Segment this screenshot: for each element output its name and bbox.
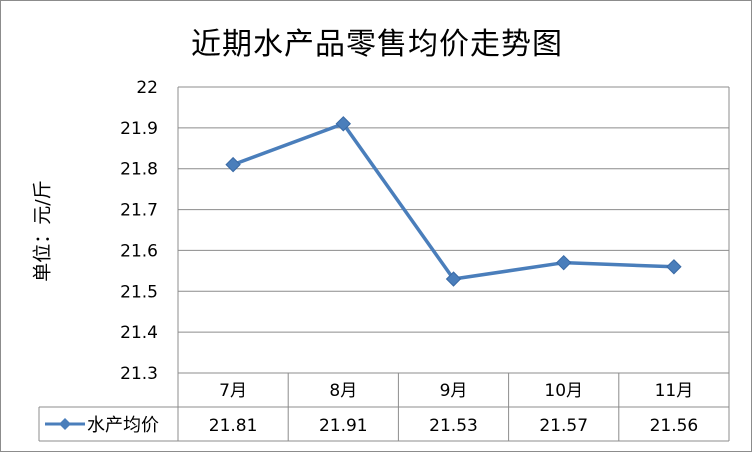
y-tick-label: 21.7 — [120, 201, 158, 221]
data-point-marker — [666, 259, 682, 275]
legend-marker — [59, 418, 71, 430]
data-table-value: 21.53 — [429, 416, 478, 436]
data-table-value: 21.81 — [209, 416, 258, 436]
y-tick-label: 21.4 — [120, 323, 158, 343]
x-tick-label: 10月 — [544, 381, 583, 401]
x-tick-label: 11月 — [655, 381, 694, 401]
data-point-marker — [335, 116, 352, 132]
x-tick-label: 9月 — [440, 381, 468, 401]
y-tick-label: 21.8 — [120, 160, 158, 180]
data-point-marker — [445, 271, 462, 287]
legend-label: 水产均价 — [87, 415, 159, 436]
data-table-value: 21.57 — [539, 416, 588, 436]
y-tick-label: 21.5 — [120, 282, 158, 302]
y-tick-label: 22 — [136, 78, 158, 98]
data-table-value: 21.91 — [319, 416, 368, 436]
x-tick-label: 8月 — [329, 381, 357, 401]
y-tick-label: 21.9 — [120, 119, 158, 139]
series-line — [232, 122, 674, 281]
y-tick-label: 21.3 — [120, 364, 158, 384]
chart-title: 近期水产品零售均价走势图 — [191, 27, 563, 62]
data-point-marker — [225, 156, 241, 173]
data-table-value: 21.56 — [650, 416, 699, 436]
data-point-marker — [555, 254, 572, 271]
x-tick-label: 7月 — [219, 381, 247, 401]
y-tick-label: 21.6 — [120, 241, 158, 261]
